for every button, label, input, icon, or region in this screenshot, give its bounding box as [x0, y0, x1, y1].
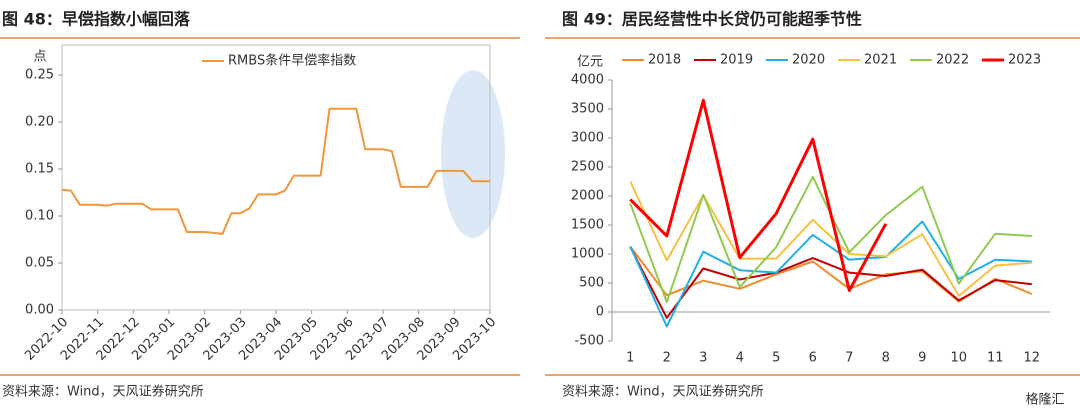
x-tick-label: 8 — [882, 351, 890, 366]
y-axis-label: 点 — [33, 50, 46, 65]
y-tick-label: 3000 — [571, 131, 604, 146]
chart-title: 图 48：早偿指数小幅回落 — [2, 10, 191, 29]
x-tick-label: 5 — [772, 351, 780, 366]
x-tick-label: 11 — [987, 351, 1004, 366]
legend-label: 2020 — [792, 53, 825, 68]
y-tick-label: 3500 — [571, 102, 604, 117]
y-axis-label: 亿元 — [577, 55, 603, 70]
x-tick-label: 12 — [1023, 351, 1040, 366]
y-tick-label: 0.10 — [25, 209, 54, 224]
x-tick-label: 2 — [663, 351, 671, 366]
y-tick-label: 0.15 — [25, 162, 54, 177]
y-tick-label: -500 — [574, 334, 604, 349]
y-tick-label: 1500 — [571, 218, 604, 233]
x-tick-label: 3 — [699, 351, 707, 366]
y-tick-label: 0.00 — [25, 303, 54, 318]
legend-label: 2018 — [648, 53, 681, 68]
series-line — [629, 98, 888, 292]
series-line — [61, 107, 490, 235]
legend-label: 2023 — [1008, 53, 1041, 68]
highlight-ellipse — [441, 70, 505, 238]
legend-label: 2022 — [936, 53, 969, 68]
legend-label: 2021 — [864, 53, 897, 68]
x-tick-label: 6 — [809, 351, 817, 366]
x-tick-label: 10 — [950, 351, 967, 366]
plot-frame — [61, 44, 491, 311]
series-line — [629, 175, 1032, 304]
x-tick-label: 1 — [626, 351, 634, 366]
y-tick-label: 0.25 — [25, 68, 54, 83]
y-tick-label: 1000 — [571, 247, 604, 262]
source: 资料来源：Wind，天风证券研究所 — [2, 384, 204, 400]
legend-label: RMBS条件早偿率指数 — [228, 53, 356, 69]
y-tick-label: 0.20 — [25, 115, 54, 130]
series-line — [629, 246, 1032, 319]
x-tick-label: 9 — [918, 351, 926, 366]
y-tick-label: 4000 — [571, 73, 604, 88]
y-tick-label: 0.05 — [25, 256, 54, 271]
series-line — [629, 181, 1032, 297]
y-tick-label: 2000 — [571, 189, 604, 204]
y-tick-label: 2500 — [571, 160, 604, 175]
legend-label: 2019 — [720, 53, 753, 68]
watermark: 格隆汇 — [1025, 392, 1064, 408]
x-tick-label: 4 — [736, 351, 744, 366]
y-tick-label: 500 — [579, 276, 604, 291]
chart-title: 图 49：居民经营性中长贷仍可能超季节性 — [562, 10, 862, 29]
source: 资料来源：Wind，天风证券研究所 — [562, 384, 764, 400]
x-tick-label: 7 — [845, 351, 853, 366]
y-tick-label: 0 — [596, 305, 604, 320]
